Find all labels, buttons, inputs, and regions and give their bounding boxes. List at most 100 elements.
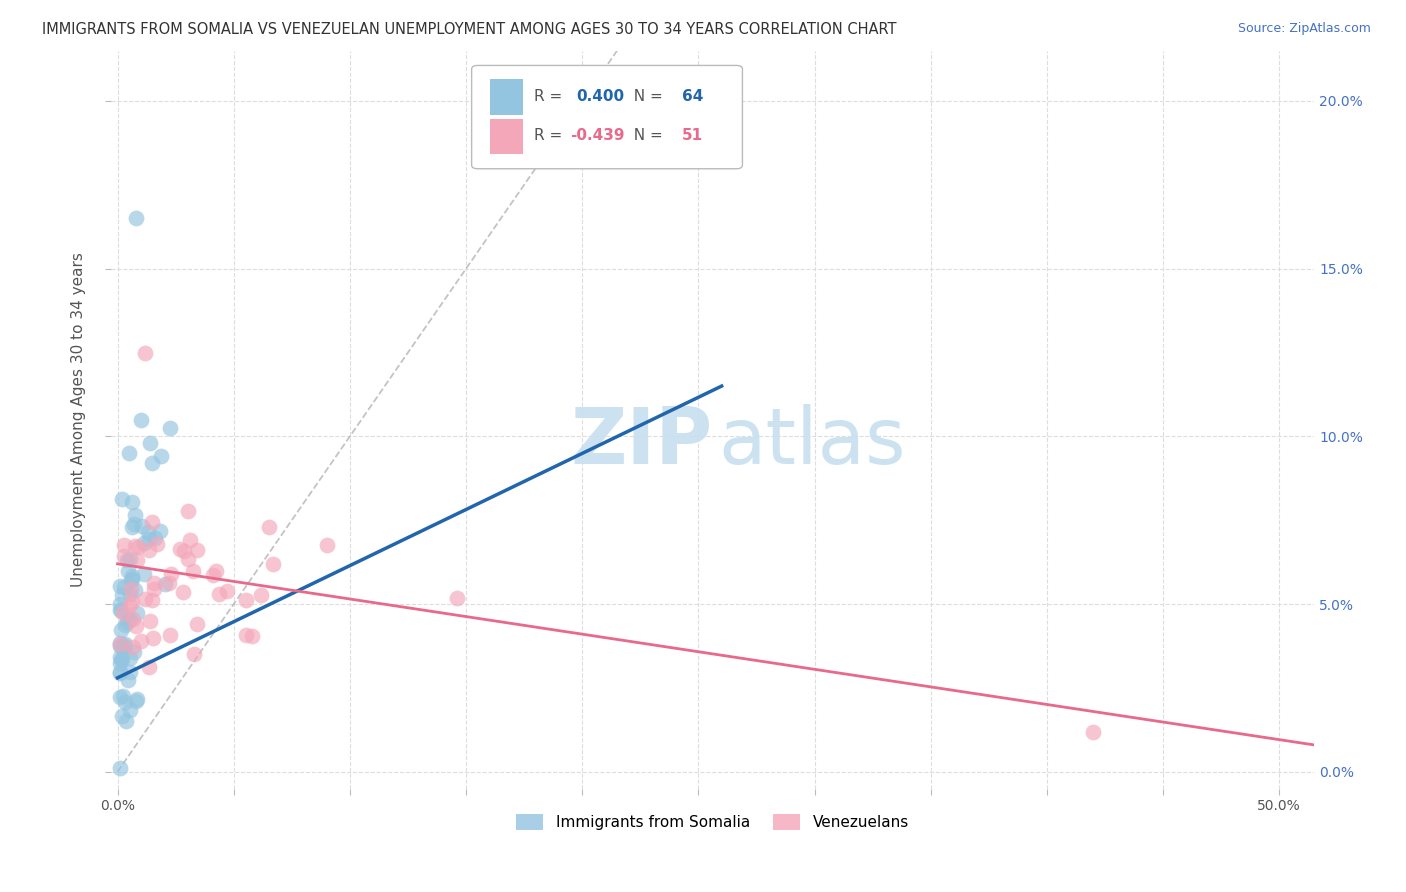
Point	[134, 345, 156, 359]
Point	[120, 650, 142, 665]
Point	[112, 606, 135, 620]
Point	[208, 587, 231, 601]
Point	[134, 592, 156, 607]
Point	[127, 540, 149, 554]
Point	[125, 211, 148, 226]
Text: IMMIGRANTS FROM SOMALIA VS VENEZUELAN UNEMPLOYMENT AMONG AGES 30 TO 34 YEARS COR: IMMIGRANTS FROM SOMALIA VS VENEZUELAN UN…	[42, 22, 897, 37]
Legend: Immigrants from Somalia, Venezuelans: Immigrants from Somalia, Venezuelans	[510, 808, 915, 836]
Point	[142, 631, 165, 645]
Point	[117, 673, 139, 687]
Point	[118, 665, 141, 679]
Point	[132, 567, 155, 582]
Point	[143, 575, 166, 590]
Point	[181, 564, 204, 578]
Point	[316, 538, 339, 552]
Point	[118, 552, 141, 566]
Point	[138, 615, 160, 629]
Point	[132, 536, 155, 550]
Point	[110, 624, 132, 638]
Point	[141, 515, 163, 529]
Point	[139, 436, 162, 450]
Point	[1083, 724, 1105, 739]
Point	[125, 619, 148, 633]
Point	[108, 761, 131, 775]
Point	[124, 583, 146, 598]
Point	[111, 640, 134, 654]
Text: 0.400: 0.400	[576, 89, 624, 104]
Point	[112, 538, 135, 552]
Point	[125, 691, 148, 706]
Point	[110, 602, 132, 616]
Point	[186, 543, 208, 558]
Bar	[489, 119, 523, 154]
Point	[108, 665, 131, 680]
Point	[111, 690, 134, 704]
Point	[121, 640, 143, 655]
Point	[159, 627, 181, 641]
Point	[186, 616, 208, 631]
Point	[114, 639, 136, 653]
Point	[110, 597, 132, 611]
Point	[138, 659, 160, 673]
Point	[121, 569, 143, 583]
Point	[240, 630, 263, 644]
Point	[169, 541, 191, 556]
Point	[183, 647, 205, 661]
Point	[160, 567, 183, 582]
Point	[249, 588, 271, 602]
Point	[114, 618, 136, 632]
Point	[114, 695, 136, 709]
Point	[177, 504, 200, 518]
Point	[138, 532, 160, 546]
Point	[121, 520, 143, 534]
Point	[136, 525, 159, 540]
Point	[131, 634, 153, 648]
Point	[108, 665, 131, 679]
Text: N =: N =	[624, 128, 668, 143]
Point	[143, 531, 166, 545]
Point	[108, 636, 131, 650]
Point	[143, 582, 166, 596]
Point	[141, 456, 163, 470]
Point	[122, 517, 145, 532]
Point	[108, 579, 131, 593]
Point	[159, 421, 181, 435]
Point	[257, 520, 280, 534]
Text: R =: R =	[534, 89, 568, 104]
Text: Source: ZipAtlas.com: Source: ZipAtlas.com	[1237, 22, 1371, 36]
Point	[108, 603, 131, 617]
Point	[118, 599, 141, 613]
Point	[121, 495, 143, 509]
Point	[235, 628, 257, 642]
Point	[118, 703, 141, 717]
Point	[215, 584, 238, 599]
Point	[173, 544, 195, 558]
Point	[149, 524, 172, 539]
Point	[262, 557, 284, 571]
Point	[120, 582, 142, 596]
Text: R =: R =	[534, 128, 568, 143]
Text: ZIP: ZIP	[569, 404, 713, 480]
Point	[172, 585, 194, 599]
Point	[177, 552, 200, 566]
Point	[146, 537, 169, 551]
Y-axis label: Unemployment Among Ages 30 to 34 years: Unemployment Among Ages 30 to 34 years	[72, 252, 86, 587]
Point	[108, 657, 131, 671]
Point	[108, 639, 131, 653]
Point	[131, 519, 153, 533]
Point	[112, 549, 135, 564]
Bar	[489, 79, 523, 115]
Point	[117, 565, 139, 579]
Point	[124, 539, 146, 553]
Point	[235, 593, 257, 607]
Point	[179, 533, 201, 547]
Point	[108, 650, 131, 665]
Point	[127, 552, 149, 566]
Point	[110, 708, 132, 723]
Point	[120, 573, 142, 587]
Point	[138, 543, 160, 558]
Point	[157, 575, 180, 590]
Point	[111, 491, 134, 506]
Text: -0.439: -0.439	[571, 128, 624, 143]
Text: N =: N =	[624, 89, 668, 104]
